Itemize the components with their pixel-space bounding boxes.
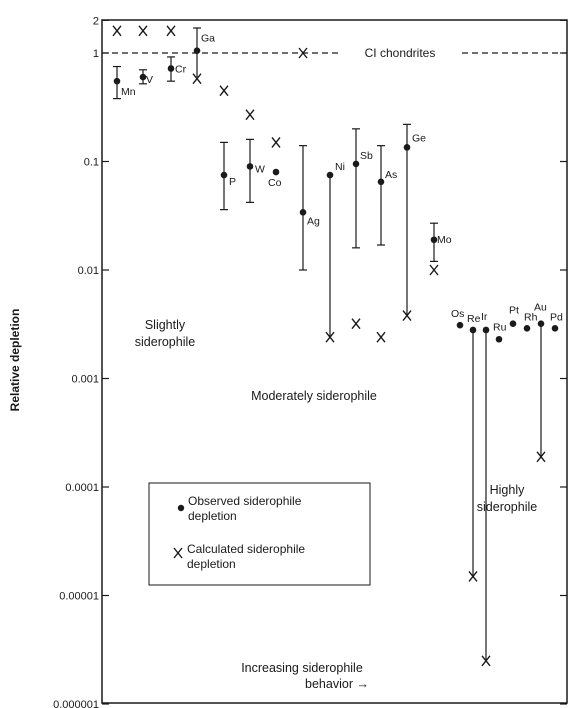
observed-point-P (220, 171, 228, 179)
annotation-increasing: Increasing siderophile behavior → (241, 661, 369, 691)
calculated-point-Ni-stroke (325, 331, 335, 343)
group-label-line: siderophile (477, 500, 538, 514)
observed-point-As (377, 178, 385, 186)
element-label-P: P (229, 176, 236, 188)
calculated-point-Ir-stroke (481, 655, 491, 667)
element-label-Ag: Ag (307, 215, 320, 227)
calculated-point-Mn-stroke (112, 25, 122, 37)
calculated-point-Re-stroke (468, 570, 478, 582)
legend-dot-icon (177, 504, 185, 512)
element-label-V: V (146, 74, 153, 86)
calculated-point-Ag-stroke (298, 47, 308, 59)
observed-point-Re (469, 326, 477, 334)
y-tick-label: 0.1 (84, 157, 99, 169)
legend-observed-line2: depletion (188, 509, 237, 523)
group-label-line: Highly (490, 483, 525, 497)
observed-point-Cr (167, 65, 175, 72)
observed-point-Os (456, 321, 464, 329)
legend-calculated-line2: depletion (187, 557, 236, 571)
y-tick-label: 2 (93, 15, 99, 27)
observed-point-W (246, 163, 254, 170)
annotation-line: behavior → (305, 677, 369, 691)
group-label-highly: Highly siderophile (477, 483, 538, 514)
element-label-Ni: Ni (335, 161, 345, 173)
observed-point-Ir (482, 326, 490, 334)
element-label-Ga: Ga (201, 33, 215, 45)
observed-point-Co (272, 168, 280, 176)
y-tick-label: 0.01 (78, 265, 99, 277)
group-label-moderately: Moderately siderophile (251, 389, 377, 403)
element-label-As: As (385, 169, 397, 181)
element-label-Ge: Ge (412, 132, 426, 144)
element-label-Ru: Ru (493, 321, 507, 333)
calculated-point-Mo-stroke (429, 264, 439, 276)
calculated-point-W-stroke (245, 109, 255, 121)
y-axis-label: Relative depletion (8, 309, 22, 412)
legend-box (148, 482, 371, 586)
y-tick-label: 1 (93, 48, 99, 60)
calculated-point-V-stroke (138, 25, 148, 37)
element-label-Ir: Ir (481, 311, 488, 323)
element-label-Cr: Cr (175, 63, 187, 75)
legend-calculated-line1: Calculated siderophile (187, 542, 305, 556)
group-label-line: Moderately siderophile (251, 389, 377, 403)
calculated-point-Ga-stroke (192, 73, 202, 85)
observed-point-Pd (551, 325, 559, 332)
observed-point-Au (537, 320, 545, 327)
legend-observed-line1: Observed siderophile (188, 494, 302, 508)
observed-point-Mo (430, 236, 438, 244)
group-label-line: siderophile (135, 335, 196, 349)
group-label-line: Slightly (145, 318, 186, 332)
element-label-Pt: Pt (509, 305, 519, 317)
observed-point-Ge (403, 144, 411, 151)
legend-x-icon (173, 547, 183, 559)
observed-point-Pt (509, 320, 517, 327)
element-label-Os: Os (451, 308, 464, 320)
annotation-line: Increasing siderophile (241, 661, 363, 675)
element-label-Re: Re (467, 313, 481, 325)
observed-point-Mn (113, 77, 121, 85)
y-tick-label: 0.000001 (53, 699, 99, 708)
y-tick-label: 0.00001 (59, 591, 99, 603)
element-label-Co: Co (268, 177, 282, 189)
observed-point-Ni (326, 171, 334, 179)
element-label-Sb: Sb (360, 150, 373, 162)
plot-frame (101, 19, 568, 704)
calculated-point-P-stroke (219, 85, 229, 97)
calculated-point-Cr-stroke (166, 25, 176, 37)
observed-point-Ga (193, 47, 201, 55)
observed-points (113, 47, 559, 343)
observed-point-Rh (523, 325, 531, 332)
calculated-point-As-stroke (376, 331, 386, 343)
y-tick-label: 0.001 (71, 374, 99, 386)
calculated-point-Ge-stroke (402, 310, 412, 322)
y-axis-ticks: 2 1 0.1 0.01 0.001 0.0001 0.00001 0.000001 (53, 15, 567, 708)
observed-point-Sb (352, 160, 360, 168)
group-label-slightly: Slightly siderophile (135, 318, 196, 349)
calculated-point-Au-stroke (536, 451, 546, 463)
element-label-Rh: Rh (524, 311, 538, 323)
observed-point-V (139, 73, 147, 81)
element-label-Pd: Pd (550, 311, 563, 323)
reference-line-group: CI chondrites (102, 46, 567, 60)
calculated-point-Sb-stroke (351, 318, 361, 330)
element-label-Mn: Mn (121, 86, 136, 98)
legend: Observed siderophile depletion Calculate… (148, 482, 371, 586)
element-label-W: W (255, 163, 265, 175)
calculated-points (112, 25, 546, 667)
element-label-Mo: Mo (437, 234, 452, 246)
calculated-point-Co-stroke (271, 136, 281, 148)
reference-line-label: CI chondrites (365, 46, 436, 60)
observed-point-Ru (495, 335, 503, 343)
y-tick-label: 0.0001 (65, 482, 99, 494)
element-label-Au: Au (534, 302, 547, 314)
observed-point-Ag (299, 209, 307, 216)
